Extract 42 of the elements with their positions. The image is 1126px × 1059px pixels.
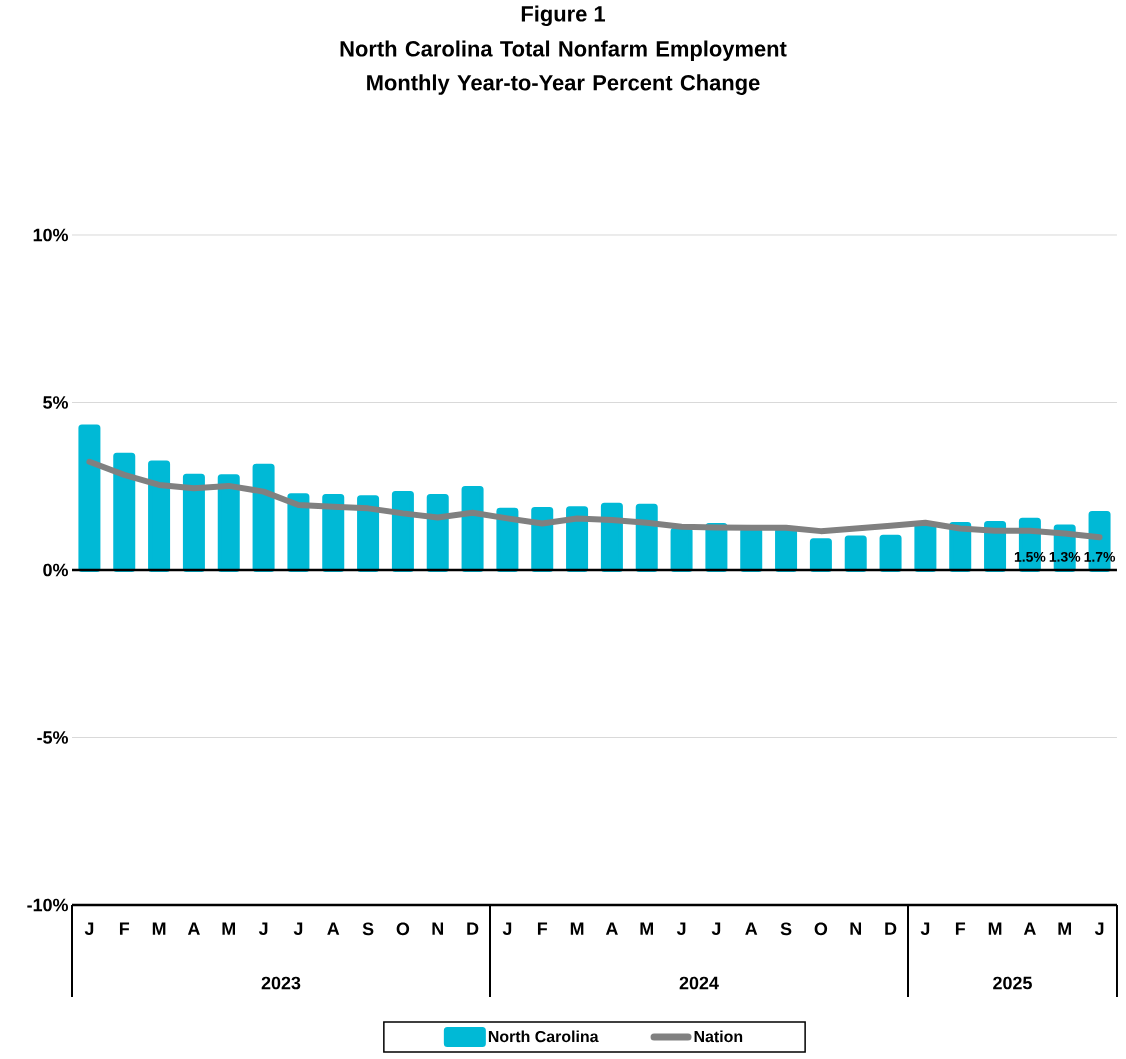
x-tick-label: J [502,922,512,936]
x-tick-label: A [1023,922,1036,935]
x-tick-label: D [467,922,479,935]
text: 2024 [679,976,719,990]
chart-subtitle: North Carolina Total Nonfarm Employment Monthly Year-to-Year Percent Change [340,40,787,95]
x-tick-label: A [605,922,618,935]
x-tick-label: S [780,922,792,936]
x-tick-label: M [222,922,236,935]
x-tick-label: M [1058,922,1071,935]
x-tick-label: J [920,922,930,936]
x-tick-label: N [850,922,861,935]
x-tick-label: F [955,922,966,935]
x-tick-label: S [362,922,374,936]
text: 2023 [261,976,301,990]
x-tick-label: A [327,922,340,935]
x-tick-label: F [119,922,130,935]
x-tick-label: J [84,922,94,936]
text: 2025 [993,976,1032,990]
x-tick-label: O [814,922,828,936]
y-tick-label: 10% [33,228,68,242]
y-tick-label: -10% [27,898,68,912]
x-tick-label: J [711,922,721,936]
legend-label: North Carolina [488,1030,599,1043]
x-tick-label: A [187,922,200,935]
x-tick-label: M [152,922,166,935]
legend-label: Nation [694,1030,743,1043]
y-tick-label: 0% [43,563,68,577]
x-tick-label: J [676,922,686,936]
x-tick-label: M [640,922,653,935]
x-tick-label: O [396,922,410,936]
x-tick-label: D [885,922,897,935]
x-tick-label: N [432,922,444,935]
y-tick-label: -5% [37,731,68,744]
x-tick-label: J [293,922,303,936]
x-tick-label: A [745,922,758,935]
x-tick-label: F [537,922,548,935]
x-tick-label: J [258,922,268,936]
x-tick-label: J [1094,922,1104,936]
y-tick-label: 5% [43,396,68,409]
x-tick-label: M [570,922,584,935]
chart-title: Figure 1 [521,5,606,27]
x-tick-label: M [988,922,1002,935]
